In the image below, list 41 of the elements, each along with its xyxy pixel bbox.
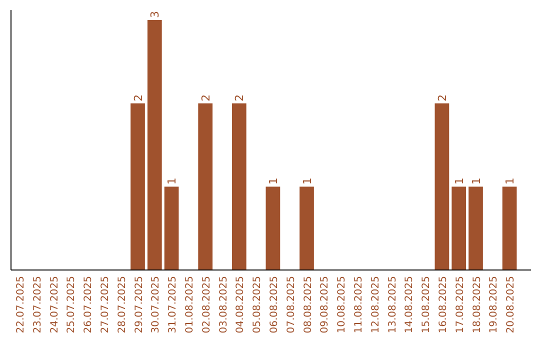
data-label: 2 bbox=[436, 94, 449, 102]
data-label: 1 bbox=[470, 178, 483, 185]
data-label: 1 bbox=[300, 178, 314, 185]
x-tick-label: 29.07.2025 bbox=[134, 276, 145, 334]
x-tick-label: 13.08.2025 bbox=[387, 276, 398, 334]
data-label: 1 bbox=[166, 178, 179, 185]
x-tick-label: 08.08.2025 bbox=[302, 276, 314, 334]
data-label: 2 bbox=[199, 94, 212, 102]
x-tick-label: 23.07.2025 bbox=[32, 276, 44, 334]
x-tick-label: 18.08.2025 bbox=[472, 276, 483, 334]
x-tick-label: 24.07.2025 bbox=[49, 276, 60, 334]
x-tick-label: 19.08.2025 bbox=[488, 276, 500, 334]
x-tick-label: 03.08.2025 bbox=[218, 276, 230, 334]
x-tick-label: 22.07.2025 bbox=[15, 276, 26, 334]
x-tick-label: 04.08.2025 bbox=[235, 276, 246, 334]
x-tick-label: 31.07.2025 bbox=[168, 276, 179, 334]
x-tick-label: 12.08.2025 bbox=[370, 276, 382, 334]
x-tick-label: 05.08.2025 bbox=[252, 276, 264, 334]
x-tick-label: 20.08.2025 bbox=[506, 276, 517, 334]
x-tick-label: 16.08.2025 bbox=[438, 276, 449, 334]
data-label: 3 bbox=[148, 11, 162, 18]
x-tick-label: 14.08.2025 bbox=[404, 276, 416, 334]
x-tick-label: 07.08.2025 bbox=[286, 276, 297, 334]
x-tick-label: 27.07.2025 bbox=[100, 276, 111, 334]
x-tick-label: 11.08.2025 bbox=[353, 276, 364, 334]
data-label: 1 bbox=[452, 178, 466, 185]
x-tick-label: 25.07.2025 bbox=[66, 276, 78, 334]
x-tick-label: 02.08.2025 bbox=[201, 276, 212, 334]
x-tick-label: 09.08.2025 bbox=[320, 276, 331, 334]
x-tick-label: 06.08.2025 bbox=[268, 276, 280, 334]
x-tick-label: 15.08.2025 bbox=[421, 276, 432, 334]
x-tick-label: 10.08.2025 bbox=[336, 276, 348, 334]
x-tick-label: 01.08.2025 bbox=[184, 276, 196, 334]
data-label: 1 bbox=[504, 178, 517, 185]
data-label: 2 bbox=[132, 94, 145, 102]
data-label: 1 bbox=[266, 178, 280, 185]
x-tick-label: 17.08.2025 bbox=[454, 276, 466, 334]
x-tick-label: 28.07.2025 bbox=[116, 276, 128, 334]
x-tick-label: 26.07.2025 bbox=[83, 276, 94, 334]
data-label: 2 bbox=[233, 94, 246, 102]
x-tick-label: 30.07.2025 bbox=[150, 276, 162, 334]
